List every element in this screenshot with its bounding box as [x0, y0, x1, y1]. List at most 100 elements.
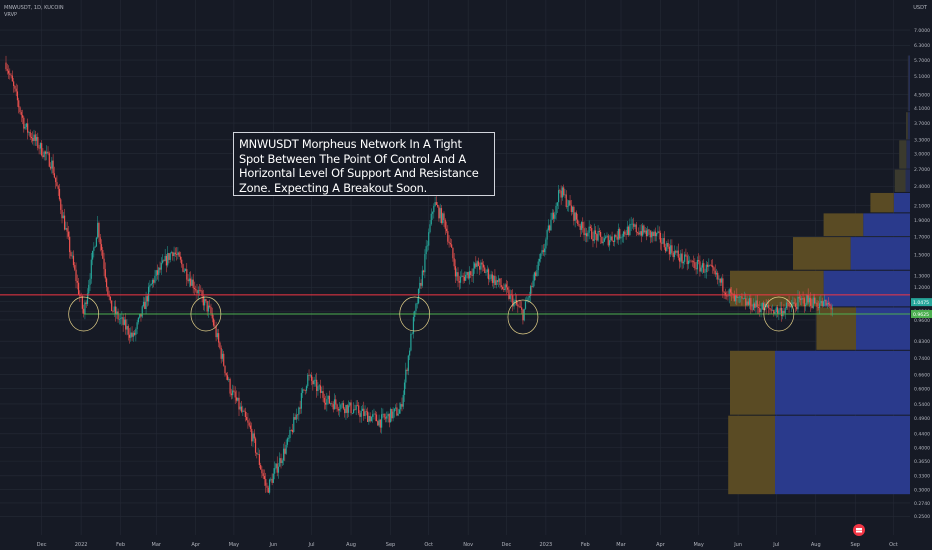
- y-tick-label: 0.4400: [914, 432, 930, 438]
- candle-body: [560, 190, 562, 198]
- candle-body: [454, 266, 457, 277]
- candle-body: [336, 404, 338, 409]
- candle-body: [89, 278, 91, 285]
- candle-body: [424, 254, 426, 273]
- candle-body: [540, 253, 542, 259]
- candle-body: [671, 245, 673, 253]
- candle-body: [552, 212, 555, 219]
- candle-body: [136, 322, 138, 330]
- candle-body: [750, 298, 752, 310]
- candle-body: [65, 228, 67, 230]
- candle-body: [459, 276, 462, 283]
- candle-body: [692, 261, 695, 263]
- candle-body: [465, 274, 467, 281]
- candle-body: [507, 287, 509, 290]
- candle-body: [212, 318, 215, 326]
- candle-body: [271, 478, 273, 483]
- candle-body: [57, 186, 59, 189]
- candle-body: [698, 260, 700, 262]
- candle-body: [248, 422, 250, 426]
- candle-body: [61, 209, 63, 219]
- candle-body: [583, 228, 585, 236]
- candle-body: [584, 233, 586, 236]
- candle-body: [225, 373, 227, 376]
- candle-body: [162, 260, 164, 263]
- candle-body: [382, 413, 384, 415]
- y-tick-label: 0.2740: [914, 501, 930, 507]
- candle-body: [237, 397, 239, 401]
- y-tick-label: 0.3000: [914, 488, 930, 494]
- candle-body: [673, 251, 676, 258]
- candle-body: [296, 414, 299, 416]
- candle-body: [626, 226, 628, 235]
- candle-body: [321, 391, 323, 393]
- candle-body: [377, 421, 379, 426]
- candle-body: [419, 282, 421, 289]
- candle-body: [799, 298, 802, 300]
- candle-body: [249, 425, 252, 429]
- candle-body: [633, 223, 635, 227]
- candle-body: [612, 240, 614, 242]
- candle-body: [111, 300, 113, 312]
- candle-body: [788, 302, 790, 307]
- candle-body: [472, 268, 474, 276]
- candle-body: [686, 255, 688, 265]
- candle-body: [578, 224, 580, 226]
- vp-bar-up: [823, 213, 864, 237]
- candle-body: [644, 230, 646, 233]
- candle-body: [335, 399, 337, 405]
- candle-body: [611, 236, 613, 241]
- candle-body: [519, 306, 521, 308]
- candle-body: [170, 252, 173, 254]
- candle-body: [240, 406, 243, 412]
- candle-body: [144, 301, 146, 310]
- candle-body: [523, 308, 525, 321]
- candle-body: [812, 297, 814, 309]
- candle-body: [41, 143, 43, 156]
- candle-body: [668, 246, 670, 255]
- candle-body: [624, 231, 626, 235]
- candle-body: [620, 237, 622, 239]
- candle-body: [178, 252, 180, 257]
- candle-body: [131, 332, 133, 337]
- candle-body: [117, 311, 119, 320]
- candle-body: [743, 298, 746, 299]
- candle-body: [274, 468, 276, 474]
- candle-body: [751, 309, 753, 311]
- candle-body: [265, 479, 267, 486]
- candle-body: [547, 225, 550, 231]
- y-tick-label: 5.1000: [914, 74, 930, 80]
- x-tick-label: Sep: [851, 542, 860, 548]
- candle-body: [582, 221, 584, 229]
- candle-body: [268, 479, 271, 493]
- candle-body: [330, 403, 332, 404]
- candle-body: [210, 307, 212, 314]
- y-tick-label: 0.6000: [914, 386, 930, 392]
- candle-body: [60, 199, 62, 210]
- candle-body: [710, 265, 712, 266]
- y-tick-label: 4.5000: [914, 92, 930, 98]
- candle-body: [662, 238, 664, 244]
- candle-body: [389, 408, 392, 423]
- candle-body: [498, 278, 500, 282]
- candle-body: [468, 271, 471, 279]
- candle-body: [759, 307, 761, 313]
- chart-annotation: MNWUSDT Morpheus Network In A Tight Spot…: [233, 132, 495, 196]
- candle-body: [778, 310, 780, 314]
- candle-body: [391, 408, 393, 419]
- candle-body: [533, 272, 536, 281]
- candle-body: [56, 182, 58, 187]
- indicator-label[interactable]: VRVP: [4, 12, 18, 18]
- volume-profile: [728, 55, 910, 495]
- candle-body: [125, 319, 127, 330]
- y-tick-label: 0.3300: [914, 474, 930, 480]
- candle-body: [159, 267, 161, 270]
- vp-bar-up: [730, 350, 775, 415]
- candle-body: [719, 278, 721, 283]
- candle-body: [606, 235, 608, 237]
- candle-body: [546, 230, 548, 240]
- candle-body: [509, 294, 511, 299]
- candle-body: [381, 414, 383, 428]
- vp-bar-down: [905, 169, 910, 192]
